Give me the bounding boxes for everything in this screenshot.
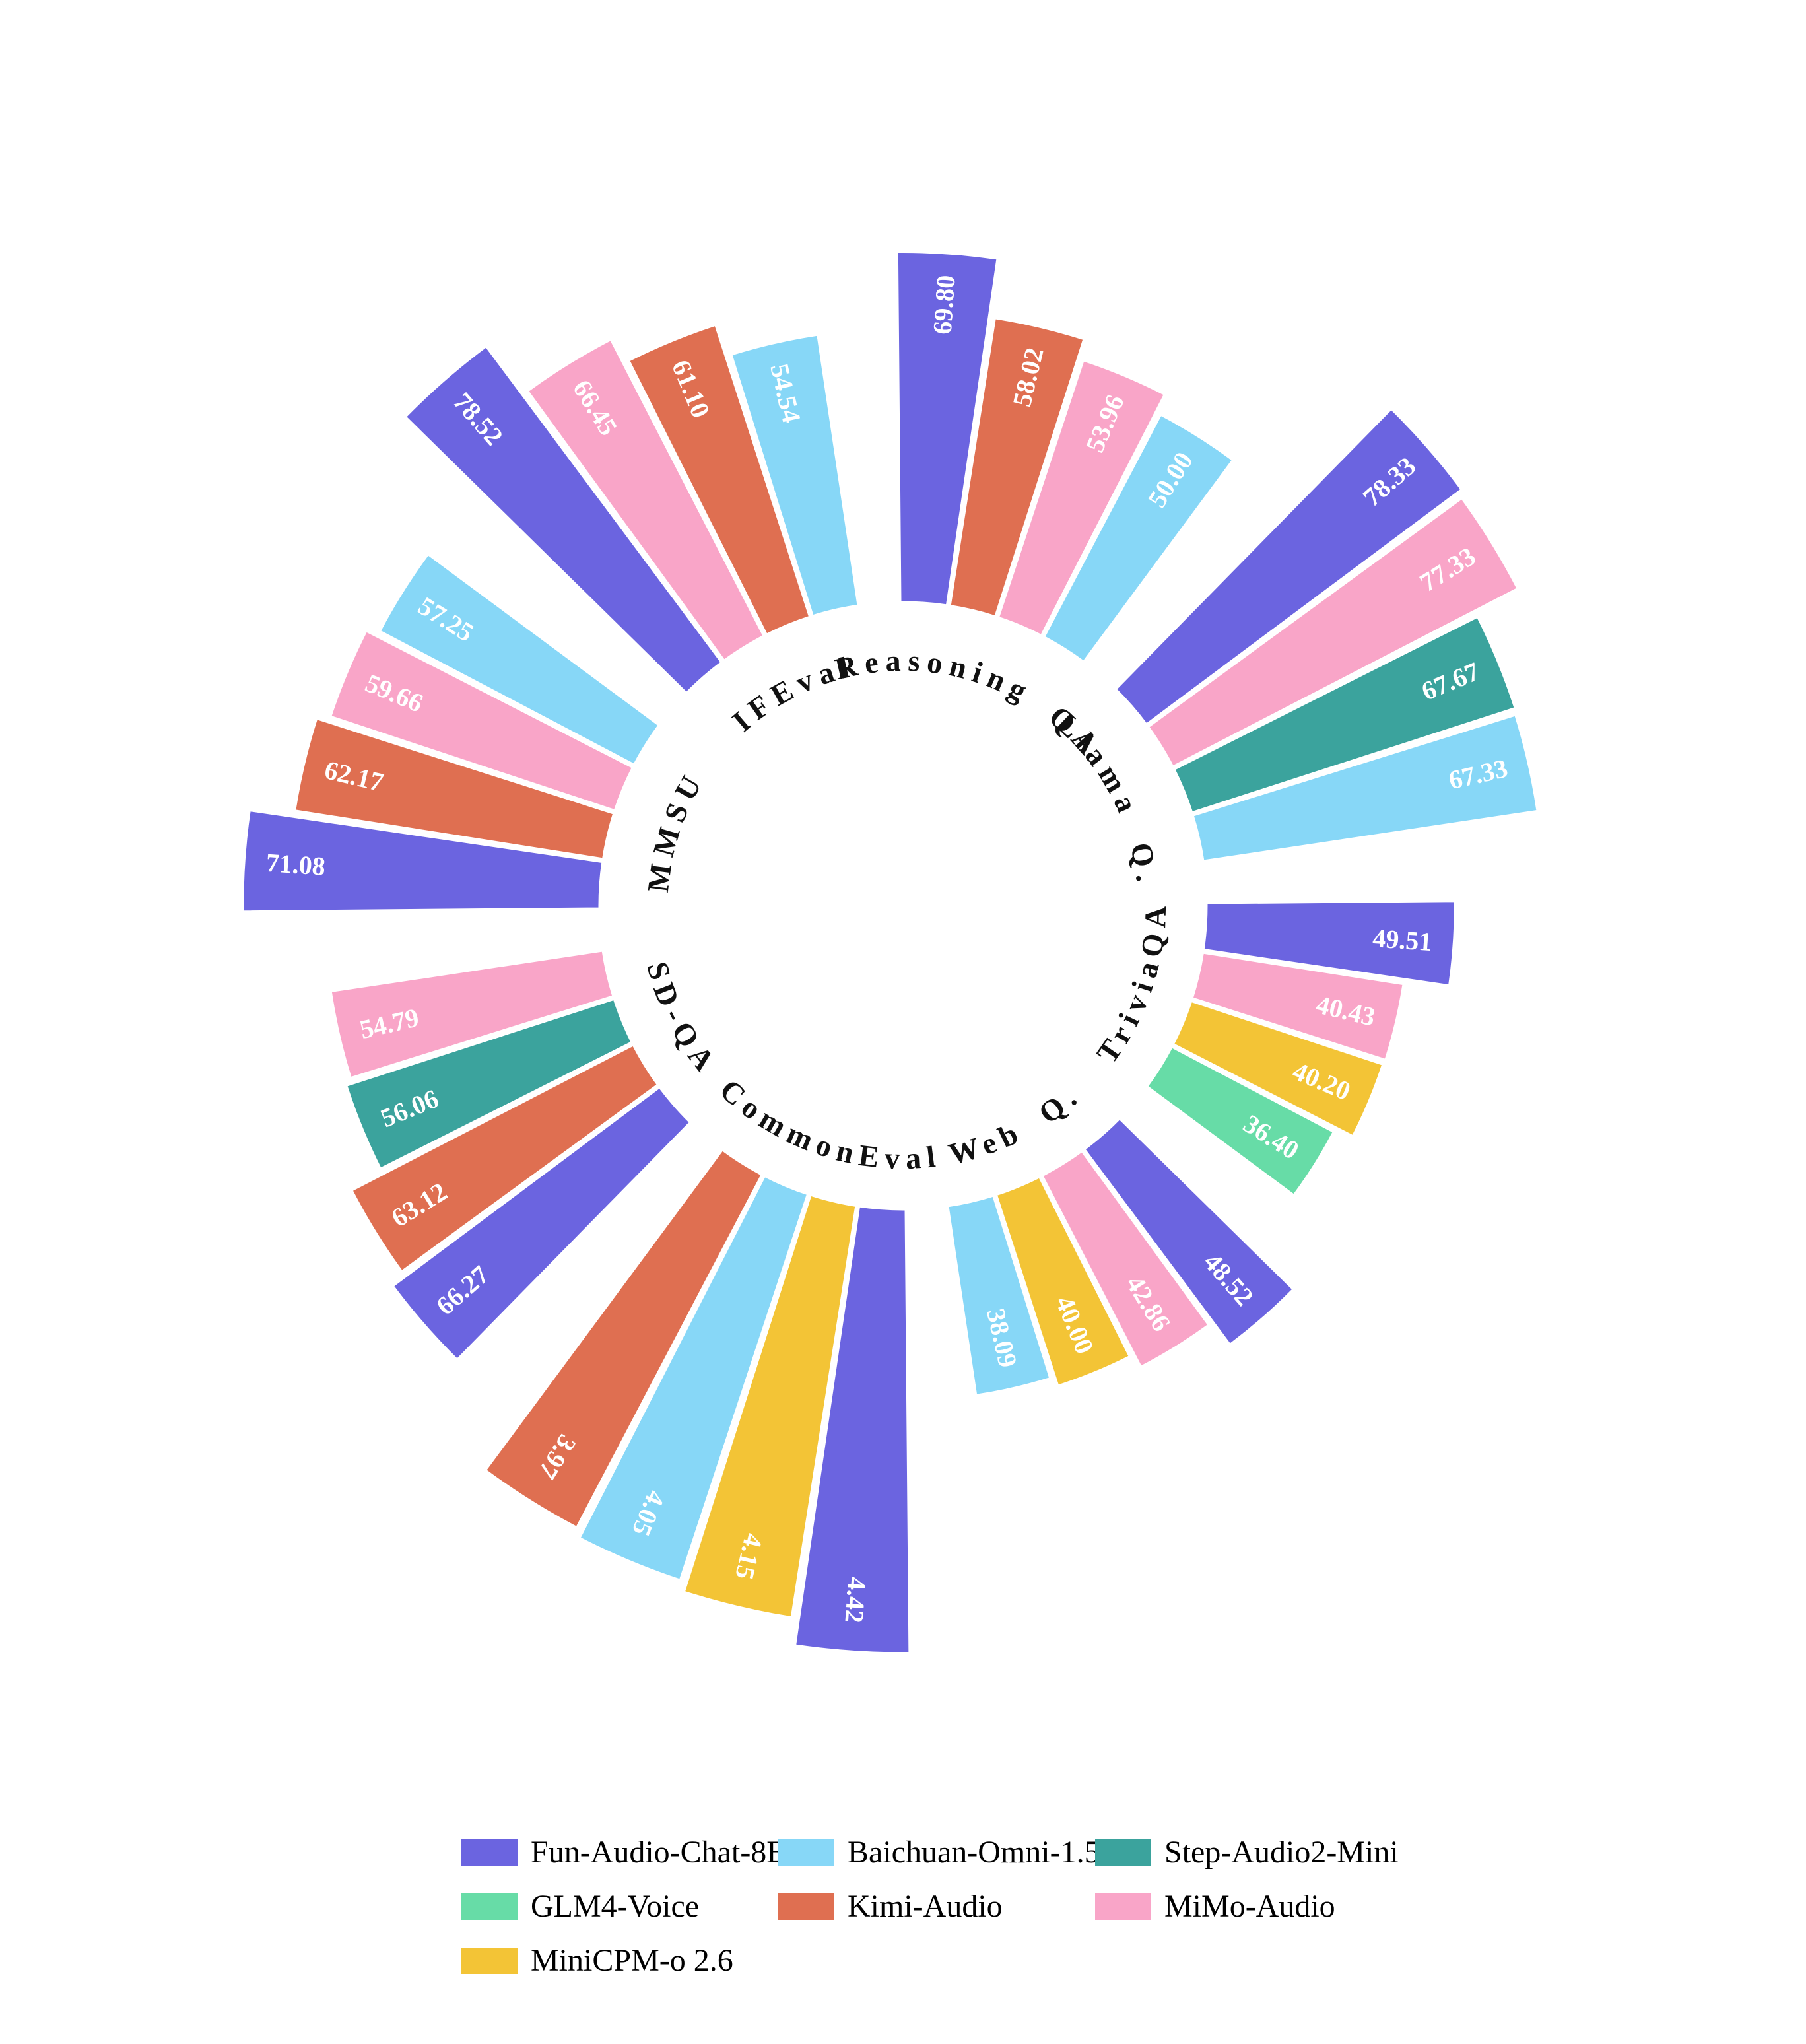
bar-reasoning-qa-kimi-audio <box>949 317 1085 618</box>
bar-mmsu-fun-audio-chat-8b <box>242 809 604 913</box>
legend-label: Fun-Audio-Chat-8B <box>531 1835 788 1870</box>
bar-sd-qa-fun-audio-chat-8b <box>391 1085 692 1361</box>
legend-swatch-icon <box>461 1948 518 1974</box>
category-label-commoneval: CommonEval <box>714 1073 944 1176</box>
category-label-web-q-: Web Q. <box>945 1077 1088 1171</box>
bar-sd-qa-step-audio2-mini <box>345 998 634 1171</box>
bar-triviaqa-fun-audio-chat-8b <box>1202 900 1456 987</box>
category-label-reasoning-qa: Reasoning QA <box>832 644 1109 766</box>
legend-label: Baichuan-Omni-1.5 <box>848 1835 1100 1870</box>
category-label-sd-qa: SD-QA <box>640 958 725 1082</box>
bar-web-q--minicpm-o-2-6 <box>995 1175 1131 1387</box>
bar-ifeval-baichuan-omni-1-5 <box>730 333 859 617</box>
category-label-triviaqa: TriviaQA <box>1090 899 1172 1070</box>
bar-llama-q--baichuan-omni-1-5 <box>1191 714 1539 862</box>
bar-mmsu-baichuan-omni-1-5 <box>378 553 661 766</box>
legend-swatch-icon <box>461 1839 518 1866</box>
bar-llama-q--fun-audio-chat-8b <box>1114 407 1463 726</box>
legend: Fun-Audio-Chat-8B Baichuan-Omni-1.5 Step-A… <box>461 1834 1465 1979</box>
legend-item-kimi-audio: Kimi-Audio <box>778 1888 1095 1925</box>
category-label-llama-q-: Llama Q. <box>1050 706 1164 889</box>
legend-item-baichuan-omni-1-5: Baichuan-Omni-1.5 <box>778 1834 1100 1871</box>
bar-mmsu-kimi-audio <box>294 717 615 860</box>
bar-reasoning-qa-fun-audio-chat-8b <box>896 251 999 607</box>
legend-label: Step-Audio2-Mini <box>1164 1835 1399 1870</box>
bar-web-q--baichuan-omni-1-5 <box>947 1194 1052 1396</box>
legend-swatch-icon <box>461 1893 518 1920</box>
bar-value-label: 69.80 <box>927 274 961 335</box>
bar-commoneval-baichuan-omni-1-5 <box>578 1175 809 1582</box>
legend-swatch-icon <box>778 1893 834 1920</box>
legend-swatch-icon <box>778 1839 834 1866</box>
category-label-mmsu: MMSU <box>641 765 712 894</box>
bar-llama-q--mimo-audio <box>1147 496 1520 768</box>
bar-value-label: 49.51 <box>1372 923 1433 957</box>
legend-label: Kimi-Audio <box>848 1889 1003 1924</box>
bar-sd-qa-kimi-audio <box>350 1043 659 1273</box>
legend-item-step-audio2-mini: Step-Audio2-Mini <box>1095 1834 1465 1871</box>
bar-ifeval-mimo-audio <box>526 338 766 662</box>
bar-llama-q--step-audio2-mini <box>1172 615 1517 814</box>
bar-commoneval-kimi-audio <box>484 1148 764 1529</box>
legend-label: GLM4-Voice <box>531 1889 700 1924</box>
bar-triviaqa-minicpm-o-2-6 <box>1172 1000 1384 1138</box>
legend-swatch-icon <box>1095 1893 1151 1920</box>
bar-triviaqa-mimo-audio <box>1191 951 1405 1062</box>
legend-swatch-icon <box>1095 1839 1151 1866</box>
bar-reasoning-qa-mimo-audio <box>997 359 1166 637</box>
bar-value-label: 4.42 <box>839 1576 872 1624</box>
legend-item-minicpm-o-2-6: MiniCPM-o 2.6 <box>461 1942 778 1979</box>
bar-sd-qa-mimo-audio <box>329 949 615 1079</box>
bar-mmsu-mimo-audio <box>329 629 634 812</box>
bar-triviaqa-glm4-voice <box>1145 1045 1335 1197</box>
bar-commoneval-fun-audio-chat-8b <box>793 1205 911 1654</box>
bar-reasoning-qa-baichuan-omni-1-5 <box>1042 413 1234 664</box>
legend-item-fun-audio-chat-8b: Fun-Audio-Chat-8B <box>461 1834 787 1871</box>
bar-commoneval-minicpm-o-2-6 <box>683 1194 857 1619</box>
bar-web-q--mimo-audio <box>1040 1149 1211 1369</box>
legend-label: MiMo-Audio <box>1164 1889 1335 1924</box>
bar-ifeval-fun-audio-chat-8b <box>404 345 723 695</box>
bar-web-q--fun-audio-chat-8b <box>1083 1117 1295 1346</box>
category-label-ifeval: IFEval <box>726 649 859 738</box>
bar-value-label: 71.08 <box>265 848 326 881</box>
legend-label: MiniCPM-o 2.6 <box>531 1943 733 1978</box>
legend-item-mimo-audio: MiMo-Audio <box>1095 1888 1465 1925</box>
bar-ifeval-kimi-audio <box>627 324 811 636</box>
legend-item-glm4-voice: GLM4-Voice <box>461 1888 778 1925</box>
